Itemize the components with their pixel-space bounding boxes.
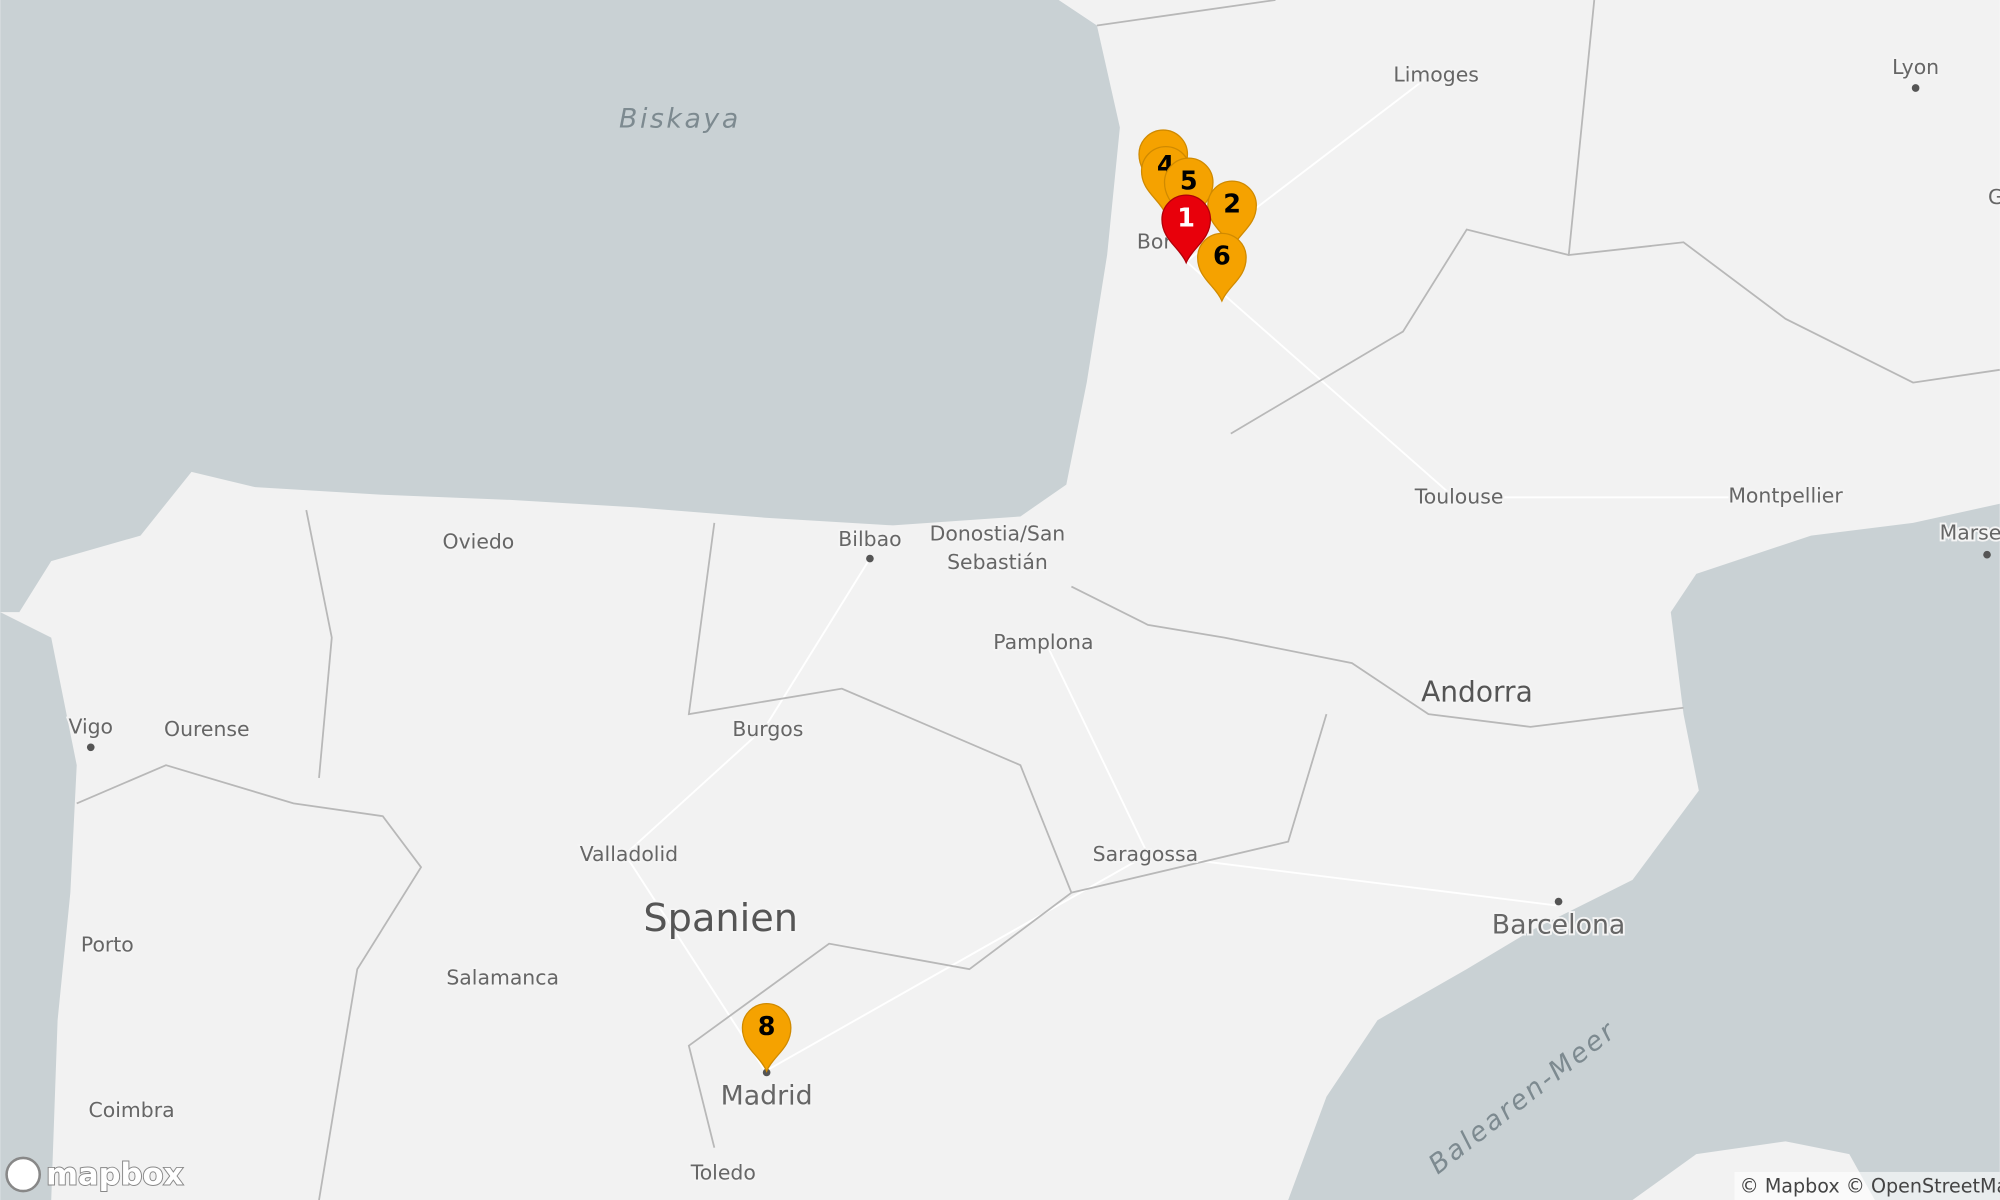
place-label: Sebastián	[947, 550, 1048, 574]
region-border	[1096, 0, 2000, 435]
place-label: Limoges	[1393, 63, 1478, 87]
place-dot	[1983, 550, 1991, 559]
pin-label: 8	[758, 1012, 776, 1042]
country-label: Andorra	[1421, 675, 1533, 708]
place-label: Toledo	[690, 1161, 756, 1185]
pin-label: 6	[1213, 242, 1231, 272]
place-label: Marse	[1940, 520, 2000, 544]
place-label: Barcelona	[1492, 909, 1626, 940]
place-dot	[1911, 84, 1920, 92]
place-label: Saragossa	[1093, 842, 1198, 866]
pin-label: 5	[1180, 166, 1198, 196]
place-label: Valladolid	[580, 842, 678, 866]
pin-label: 2	[1223, 189, 1241, 219]
region-border	[305, 509, 1328, 1148]
place-label: Porto	[81, 932, 134, 956]
place-dot	[1554, 897, 1563, 906]
place-label: Donostia/San	[930, 522, 1066, 546]
pin[interactable]: 1	[1161, 194, 1212, 265]
logo[interactable]: mapbox	[5, 1156, 184, 1194]
place-label: Montpellier	[1728, 483, 1843, 507]
place-dot	[866, 554, 874, 563]
place-label: Oviedo	[443, 529, 515, 553]
pin[interactable]: 2	[1207, 180, 1257, 251]
country-border	[76, 764, 423, 1200]
sea	[1288, 503, 2000, 1200]
place-label: Ourense	[164, 717, 250, 741]
water-label: Biskaya	[619, 104, 741, 135]
place-label: Madrid	[721, 1080, 813, 1111]
place-label: Salamanca	[446, 965, 559, 989]
place-label: Bilbao	[838, 527, 901, 551]
place-label: Lyon	[1892, 55, 1939, 79]
roads	[623, 75, 1761, 1073]
attribution[interactable]: © Mapbox © OpenStreetMap	[1740, 1174, 2000, 1197]
pin-label: 1	[1177, 203, 1195, 233]
logo-text: mapbox	[46, 1158, 183, 1193]
place-label: Toulouse	[1414, 485, 1504, 509]
place-dot	[86, 743, 95, 752]
place-label: Vigo	[68, 714, 113, 738]
pin[interactable]: 8	[741, 1003, 792, 1073]
place-label: Pamplona	[993, 630, 1093, 654]
attribution-bg	[1734, 1171, 2000, 1200]
pin[interactable]: 6	[1197, 232, 1247, 303]
sea	[0, 0, 1120, 613]
sea	[0, 612, 77, 1200]
country-border	[1071, 585, 1684, 728]
place-label: G	[1988, 185, 2000, 209]
place-label: Coimbra	[89, 1098, 175, 1122]
country-label: Spanien	[643, 896, 798, 941]
place-label: Burgos	[732, 717, 803, 741]
